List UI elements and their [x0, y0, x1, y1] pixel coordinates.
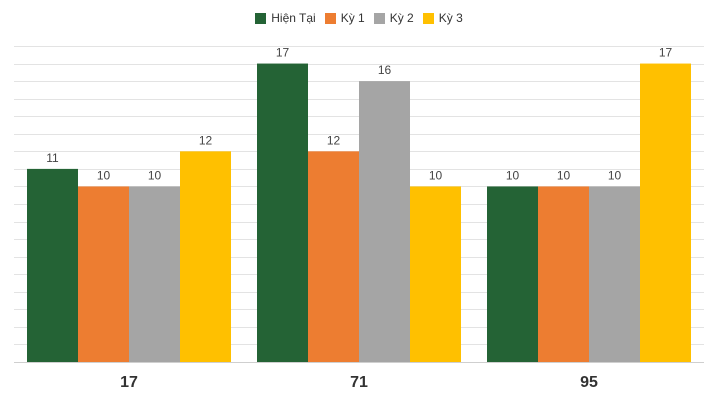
bars: [27, 63, 691, 363]
legend-item-hien-tai: Hiện Tại: [255, 11, 316, 25]
x-axis: 17 71 95: [14, 362, 704, 391]
legend-swatch-ky-3: [422, 12, 434, 24]
bar-17-series-0: [27, 168, 78, 362]
bar-71-series-1: [308, 151, 359, 362]
bar-17-series-3: [180, 151, 231, 362]
x-tick-label: 17: [120, 374, 138, 391]
data-label: 10: [148, 168, 162, 182]
bar-71-series-0: [257, 63, 308, 363]
data-label: 10: [557, 168, 571, 182]
legend: Hiện Tại Kỳ 1 Kỳ 2 Kỳ 3: [0, 11, 718, 25]
legend-swatch-ky-1: [324, 12, 336, 24]
bar-95-series-3: [640, 63, 691, 363]
legend-swatch-ky-2: [373, 12, 385, 24]
bar-95-series-0: [487, 186, 538, 362]
data-label: 17: [276, 46, 290, 60]
legend-item-ky-2: Kỳ 2: [373, 11, 414, 25]
data-label: 12: [199, 133, 213, 147]
data-label: 16: [378, 63, 392, 77]
data-label: 11: [46, 151, 59, 165]
legend-item-ky-3: Kỳ 3: [422, 11, 463, 25]
data-label: 17: [659, 46, 673, 60]
data-label: 10: [429, 168, 443, 182]
bar-17-series-1: [78, 186, 129, 362]
bar-17-series-2: [129, 186, 180, 362]
legend-label-ky-2: Kỳ 2: [389, 11, 414, 25]
bar-71-series-3: [410, 186, 461, 362]
bar-71-series-2: [359, 81, 410, 362]
bar-95-series-2: [589, 186, 640, 362]
x-tick-label: 95: [580, 374, 598, 391]
legend-swatch-hien-tai: [255, 12, 267, 24]
data-label: 10: [506, 168, 520, 182]
legend-label-ky-3: Kỳ 3: [438, 11, 463, 25]
legend-label-ky-1: Kỳ 1: [340, 11, 365, 25]
data-label: 12: [327, 133, 341, 147]
data-label: 10: [97, 168, 111, 182]
bar-95-series-1: [538, 186, 589, 362]
legend-item-ky-1: Kỳ 1: [324, 11, 365, 25]
data-label: 10: [608, 168, 622, 182]
x-tick-label: 71: [350, 374, 368, 391]
data-labels: 11 10 10 12 17 12 16 10 10 10 10 17: [46, 46, 672, 183]
legend-label-hien-tai: Hiện Tại: [271, 11, 316, 25]
